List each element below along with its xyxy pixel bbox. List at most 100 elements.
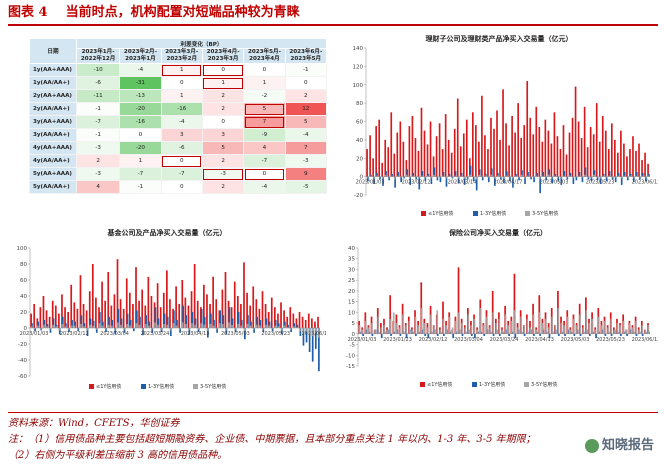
bar-3to5y [215, 328, 218, 330]
x-tick-label: 2023/02/12 [402, 180, 431, 186]
bar-3to5y [390, 175, 393, 177]
bar-1to3y [484, 173, 487, 177]
bar-3to5y [572, 176, 574, 179]
table-row: 1y(AA/AA+) -6 -31 0 1 1 0 [29, 76, 328, 90]
bar-3to5y [620, 176, 623, 179]
bar-le1y [267, 312, 270, 328]
bar-1to3y [253, 328, 255, 333]
bar-1to3y [247, 315, 249, 328]
bar-1to3y [219, 310, 222, 328]
bar-3to5y [579, 314, 581, 334]
column-header-3: 2023年4月- 2023年3月 [201, 48, 245, 64]
bar-1to3y [376, 172, 378, 177]
bar-1to3y [371, 333, 374, 336]
bar-1to3y [645, 176, 647, 182]
bar-1to3y [362, 333, 364, 336]
heat-cell: -31 [119, 76, 162, 90]
bar-1to3y [493, 176, 496, 186]
bar-le1y [116, 259, 119, 328]
bar-3to5y [535, 175, 538, 177]
x-tick-label: 2023/01/03 [356, 180, 385, 186]
bar-le1y [520, 138, 523, 177]
bar-3to5y [380, 327, 383, 334]
bar-1to3y [293, 323, 296, 328]
column-header-line: 2023年2月 [166, 56, 198, 62]
bar-3to5y [514, 310, 516, 334]
bar-3to5y [49, 328, 51, 330]
y-tick-label: 25 [348, 278, 355, 284]
legend-label: 1-3Y信用债 [148, 383, 174, 390]
bar-1to3y [557, 176, 560, 182]
x-tick-label: 2023/05/23 [596, 337, 625, 343]
bar-1to3y [68, 328, 70, 332]
bar-1to3y [179, 328, 181, 333]
bar-1to3y [367, 176, 369, 182]
x-tick-label: 2023/05/23 [586, 180, 615, 186]
legend-swatch [525, 211, 530, 216]
bar-le1y [442, 301, 444, 334]
heat-cell: 0 [201, 63, 245, 77]
legend-label: 3-5Y信用债 [532, 210, 558, 217]
x-tick-label: 2023/03/24 [140, 331, 169, 337]
bar-le1y [58, 313, 60, 328]
column-header-line: 2023年5月 [290, 56, 322, 62]
bar-3to5y [110, 325, 113, 328]
bar-3to5y [80, 324, 82, 328]
bar-1to3y [523, 333, 526, 336]
bar-3to5y [526, 318, 529, 334]
bar-3to5y [641, 325, 644, 334]
bar-1to3y [61, 316, 64, 328]
group-header-cell: 利差变化（BP） [76, 38, 327, 49]
bar-3to5y [411, 329, 414, 334]
bar-3to5y [578, 175, 580, 177]
y-tick-label: 80 [356, 101, 363, 107]
bar-1to3y [412, 172, 415, 177]
bar-1to3y [566, 176, 569, 180]
x-tick-label: 2023/03/24 [490, 337, 519, 343]
bar-le1y [51, 300, 54, 328]
bar-3to5y [375, 175, 378, 177]
bar-3to5y [475, 176, 478, 180]
bar-le1y [457, 267, 460, 334]
y-tick-label: 30 [348, 267, 355, 273]
bar-le1y [447, 139, 450, 177]
bar-3to5y [510, 320, 513, 334]
bar-3to5y [585, 310, 588, 334]
bar-3to5y [544, 176, 547, 178]
bar-3to5y [408, 176, 411, 179]
note-line-1: 注：（1）信用债品种主要包括超短期融资券、企业债、中期票据，且本部分重点关注 1… [8, 434, 536, 445]
bar-3to5y [395, 323, 398, 334]
bar-3to5y [551, 316, 554, 334]
heat-cell: 0 [243, 167, 286, 181]
bar-3to5y [587, 176, 589, 178]
bar-le1y [432, 156, 435, 177]
bar-le1y [159, 307, 162, 328]
bar-le1y [369, 135, 371, 177]
bar-le1y [478, 141, 480, 177]
bar-3to5y [399, 327, 401, 334]
bar-1to3y [509, 176, 511, 182]
bar-1to3y [373, 176, 375, 184]
bar-3to5y [135, 323, 138, 328]
bar-3to5y [523, 176, 526, 179]
bar-1to3y [185, 315, 188, 328]
bar-3to5y [611, 176, 614, 178]
bar-1to3y [593, 170, 596, 177]
bar-3to5y [392, 312, 395, 334]
y-tick-label: 40 [348, 246, 355, 252]
x-tick-label: 2023/04/13 [525, 337, 554, 343]
heat-cell: 1 [160, 63, 203, 77]
bar-le1y [626, 156, 628, 177]
bar-3to5y [439, 329, 442, 334]
column-header-1: 2023年2月- 2023年1月 [119, 48, 162, 64]
bar-3to5y [505, 175, 508, 177]
bar-1to3y [596, 176, 599, 181]
note-line-2: （2）右侧为平级利差压缩前 3 高的信用债品种。 [8, 450, 228, 461]
heat-cell: 2 [201, 102, 245, 116]
bar-3to5y [535, 329, 538, 334]
bar-1to3y [554, 173, 557, 177]
bar-3to5y [113, 328, 116, 331]
bar-1to3y [31, 323, 33, 328]
x-tick-label: 2023/02/12 [419, 337, 448, 343]
bar-1to3y [148, 321, 151, 328]
